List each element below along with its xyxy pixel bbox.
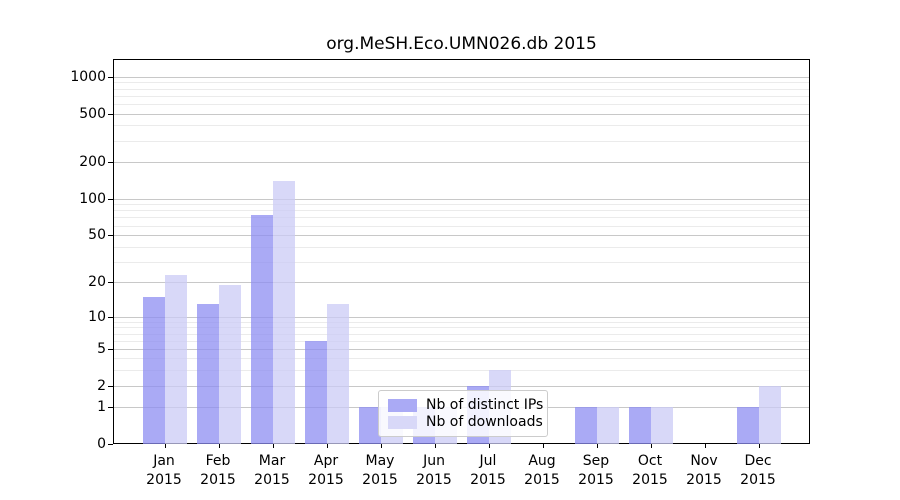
bar-feb-2015-downloads — [219, 284, 241, 444]
gridline-major — [114, 162, 809, 164]
gridline-minor — [114, 246, 809, 248]
gridline-minor — [114, 88, 809, 90]
gridline-minor — [114, 327, 809, 329]
gridline-major — [114, 198, 809, 200]
y-axis-tick-mark — [108, 198, 113, 200]
x-axis-tick-label: Mar 2015 — [254, 453, 290, 488]
x-axis-tick-mark — [651, 444, 652, 448]
y-axis-tick-mark — [108, 348, 113, 350]
x-axis-tick-label: Jan 2015 — [146, 453, 182, 488]
gridline-minor — [114, 125, 809, 127]
y-axis-tick-label: 1000 — [70, 68, 106, 85]
y-axis-tick-label: 0 — [97, 436, 106, 452]
gridline-major — [114, 76, 809, 78]
y-axis-tick-mark — [108, 407, 113, 409]
y-axis-tick-mark — [108, 444, 113, 445]
gridline-minor — [114, 217, 809, 219]
x-axis-tick-mark — [759, 444, 760, 448]
y-axis-tick-mark — [108, 113, 113, 115]
x-axis-tick-mark — [273, 444, 274, 448]
gridline-major — [114, 235, 809, 236]
y-axis-tick-label: 5 — [97, 340, 106, 357]
y-axis-tick-mark — [108, 76, 113, 78]
x-axis-tick-mark — [219, 444, 220, 448]
legend-entry-downloads: Nb of downloads — [388, 414, 543, 430]
legend-label-distinct-ips: Nb of distinct IPs — [426, 397, 544, 413]
bar-sep-2015-distinct-ips — [575, 407, 597, 444]
plot-area: Nb of distinct IPs Nb of downloads — [113, 59, 810, 444]
chart-title: org.MeSH.Eco.UMN026.db 2015 — [326, 34, 597, 54]
bar-feb-2015-distinct-ips — [197, 303, 219, 444]
x-axis-tick-label: Aug 2015 — [524, 453, 560, 488]
y-axis-tick-label: 200 — [79, 154, 106, 171]
y-axis-tick-label: 1 — [97, 399, 106, 416]
gridline-minor — [114, 95, 809, 97]
gridline-minor — [114, 225, 809, 227]
bar-sep-2015-downloads — [597, 407, 619, 444]
gridline-minor — [114, 210, 809, 212]
x-axis-tick-mark — [489, 444, 490, 448]
legend-swatch-downloads — [388, 415, 417, 429]
y-axis-tick-label: 500 — [79, 105, 106, 122]
x-axis-tick-label: Feb 2015 — [200, 453, 236, 488]
x-axis-tick-mark — [597, 444, 598, 448]
gridline-major — [114, 113, 809, 115]
y-axis-tick-mark — [108, 282, 113, 284]
y-axis-tick-label: 20 — [88, 274, 106, 291]
y-axis-tick-mark — [108, 162, 113, 164]
gridline-minor — [114, 340, 809, 342]
x-axis-tick-label: Jul 2015 — [470, 453, 506, 488]
gridline-minor — [114, 140, 809, 142]
bar-oct-2015-downloads — [651, 407, 673, 444]
x-axis-tick-mark — [543, 444, 544, 448]
x-axis-tick-mark — [705, 444, 706, 448]
bar-mar-2015-distinct-ips — [251, 214, 273, 444]
bar-jan-2015-downloads — [165, 275, 187, 444]
bar-may-2015-distinct-ips — [359, 407, 381, 444]
y-axis-tick-mark — [108, 316, 113, 318]
x-axis-tick-label: Sep 2015 — [578, 453, 614, 488]
x-axis-tick-label: Apr 2015 — [308, 453, 344, 488]
bar-dec-2015-distinct-ips — [737, 407, 759, 444]
x-axis-tick-label: Oct 2015 — [632, 453, 668, 488]
gridline-minor — [114, 204, 809, 206]
bar-mar-2015-downloads — [273, 180, 295, 444]
x-axis-tick-label: Nov 2015 — [686, 453, 722, 488]
gridline-major — [114, 385, 809, 387]
x-axis-tick-mark — [165, 444, 166, 448]
y-axis-tick-label: 2 — [97, 377, 106, 394]
gridline-major — [114, 348, 809, 350]
gridline-minor — [114, 321, 809, 323]
x-axis-tick-label: Jun 2015 — [416, 453, 452, 488]
gridline-minor — [114, 333, 809, 335]
y-axis-tick-mark — [108, 385, 113, 387]
x-axis-tick-mark — [327, 444, 328, 448]
x-axis-tick-mark — [381, 444, 382, 448]
y-axis-tick-label: 50 — [88, 227, 106, 243]
legend-entry-distinct-ips: Nb of distinct IPs — [388, 397, 543, 413]
x-axis-tick-mark — [435, 444, 436, 448]
bar-dec-2015-downloads — [759, 385, 781, 444]
gridline-minor — [114, 103, 809, 105]
bar-jan-2015-distinct-ips — [143, 296, 165, 444]
legend-label-downloads: Nb of downloads — [426, 414, 543, 430]
gridline-minor — [114, 82, 809, 84]
legend-swatch-distinct-ips — [388, 398, 417, 412]
bar-apr-2015-downloads — [327, 303, 349, 444]
gridline-minor — [114, 370, 809, 372]
gridline-major — [114, 316, 809, 318]
gridline-major — [114, 282, 809, 284]
legend: Nb of distinct IPs Nb of downloads — [378, 390, 548, 437]
y-axis-tick-mark — [108, 235, 113, 236]
gridline-minor — [114, 261, 809, 263]
y-axis-tick-label: 100 — [79, 190, 106, 207]
gridline-minor — [114, 358, 809, 360]
bar-oct-2015-distinct-ips — [629, 407, 651, 444]
y-axis-tick-label: 10 — [88, 308, 106, 325]
bar-apr-2015-distinct-ips — [305, 340, 327, 444]
x-axis-tick-label: May 2015 — [362, 453, 398, 488]
x-axis-tick-label: Dec 2015 — [740, 453, 776, 488]
